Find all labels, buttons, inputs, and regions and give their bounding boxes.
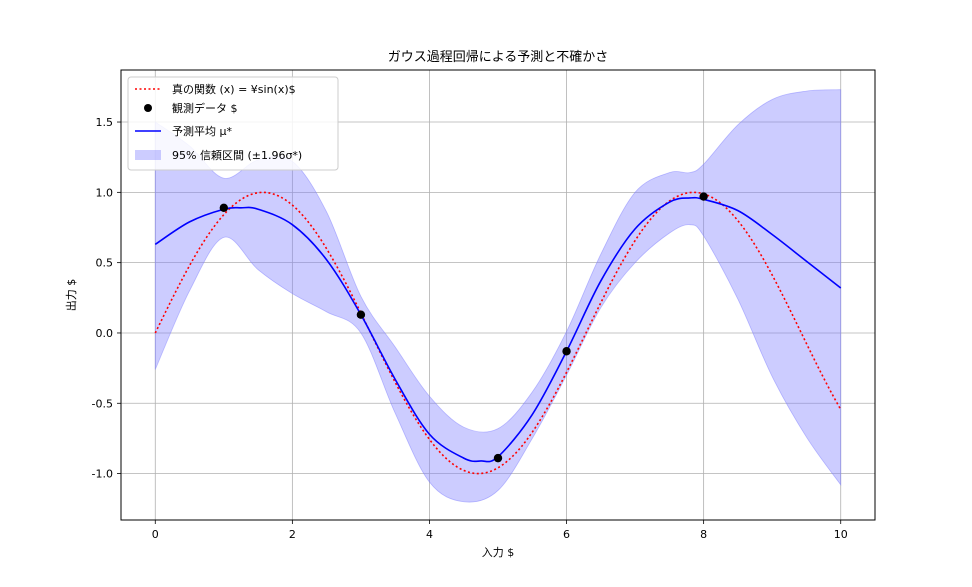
legend-mean-label: 予測平均 μ* [172,124,232,138]
y-tick-label: 1.5 [96,116,114,129]
observation-point [494,454,502,462]
x-tick-label: 4 [426,528,433,541]
observation-point [562,347,570,355]
x-tick-label: 6 [563,528,570,541]
legend-observation-label: 観測データ $ [172,101,238,115]
y-tick-label: 0.5 [96,257,114,270]
observation-point [220,204,228,212]
x-axis-label: 入力 $ [482,546,515,559]
legend-observation-swatch [144,104,152,112]
chart-title: ガウス過程回帰による予測と不確かさ [388,49,609,65]
x-tick-label: 2 [289,528,296,541]
x-tick-label: 10 [834,528,848,541]
observation-point [699,192,707,200]
observation-point [357,310,365,318]
x-tick-label: 0 [152,528,159,541]
legend-band-swatch [135,150,161,160]
x-tick-label: 8 [700,528,707,541]
y-tick-label: -0.5 [92,397,113,410]
y-tick-label: 1.0 [96,186,114,199]
y-axis-label: 出力 $ [64,279,78,312]
legend-true-function-label: 真の関数 (x) = ¥sin(x)$ [172,82,296,96]
y-tick-label: -1.0 [92,468,113,481]
legend-band-label: 95% 信頼区間 (±1.96σ*) [172,149,302,162]
legend: 真の関数 (x) = ¥sin(x)$ 観測データ $ 予測平均 μ* 95% … [128,77,338,170]
y-tick-label: 0.0 [96,327,114,340]
